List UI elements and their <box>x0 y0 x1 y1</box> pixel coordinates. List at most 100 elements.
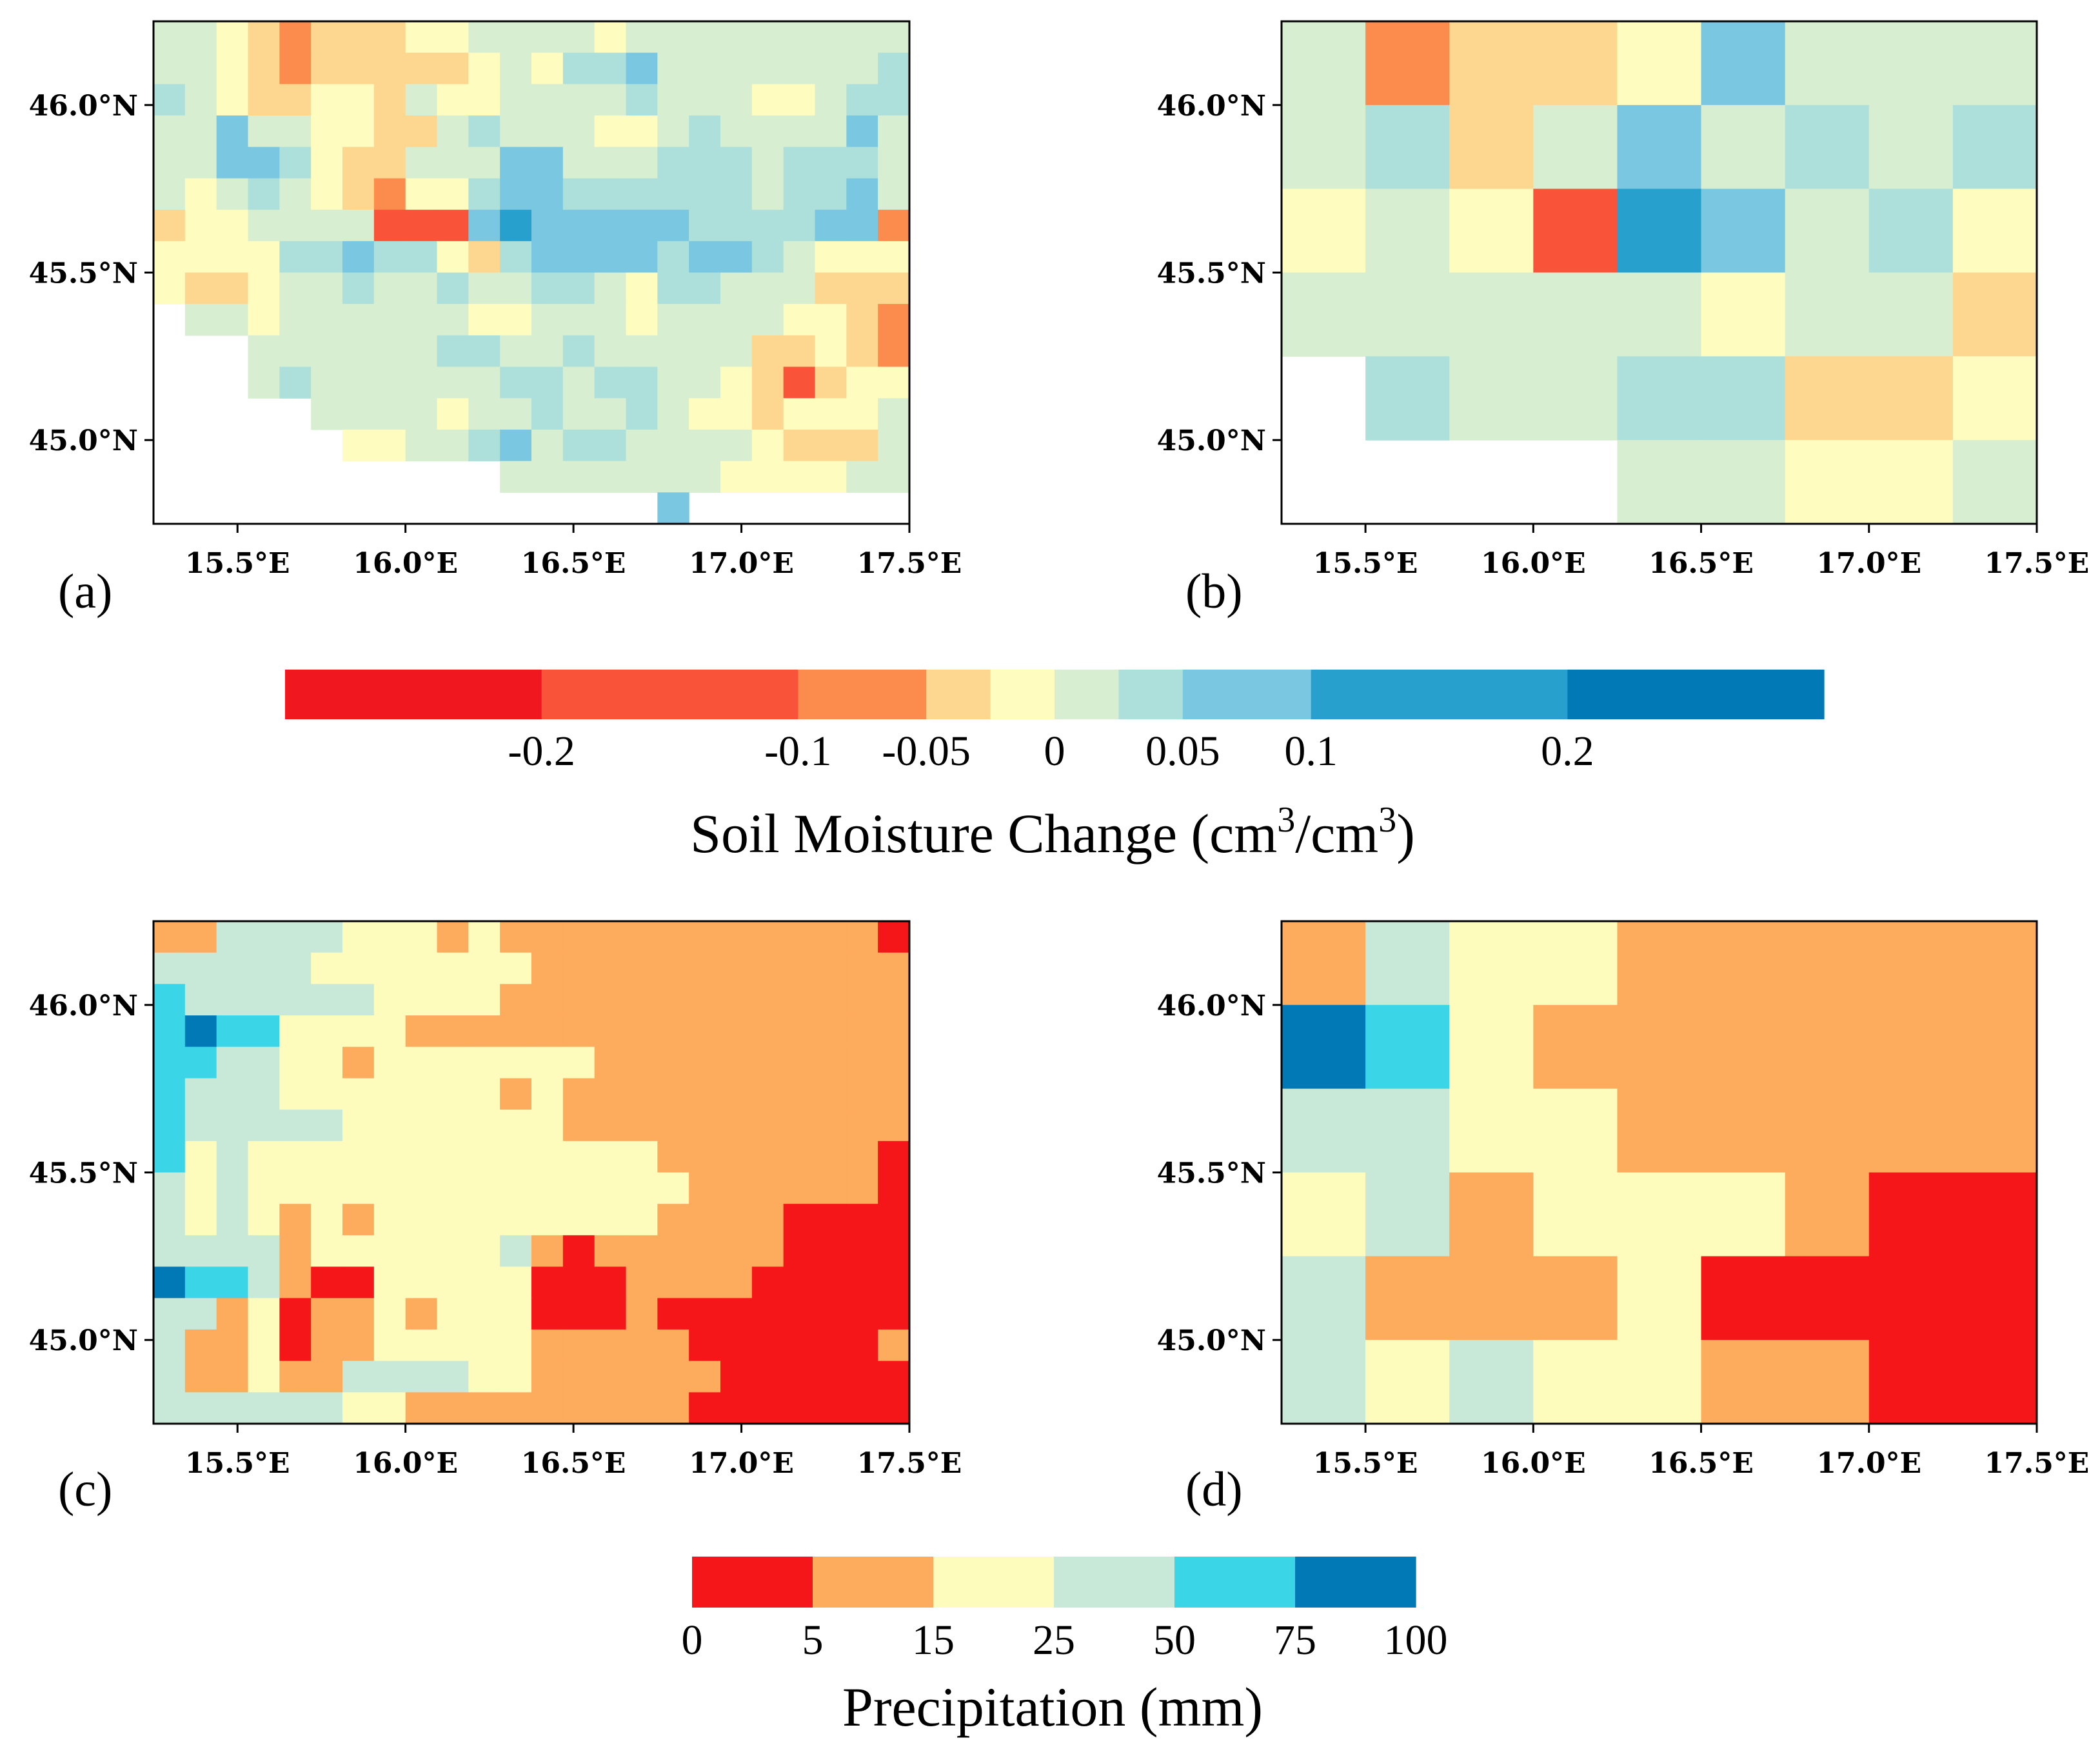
grid-cell <box>783 1046 816 1079</box>
grid-cell <box>562 84 595 116</box>
grid-cell <box>373 1110 406 1142</box>
grid-cell <box>342 1110 375 1142</box>
grid-cell <box>878 241 910 274</box>
grid-cell <box>846 1235 878 1268</box>
grid-cell <box>657 461 689 493</box>
x-tick-label: 15.5°E <box>1313 1447 1418 1480</box>
grid-cell <box>657 84 689 116</box>
grid-cell <box>405 1298 438 1330</box>
grid-cell <box>216 241 249 274</box>
grid-cell <box>720 1392 753 1424</box>
grid-cell <box>815 84 847 116</box>
grid-cell <box>1952 21 2037 106</box>
grid-cell <box>751 335 784 368</box>
colorbar-segment <box>1567 670 1825 719</box>
grid-cell <box>468 398 500 430</box>
grid-cell <box>216 1266 249 1299</box>
grid-cell <box>500 429 532 462</box>
grid-cell <box>751 1172 784 1204</box>
grid-cell <box>751 952 784 984</box>
grid-cell <box>815 335 847 368</box>
grid-cell <box>216 921 249 953</box>
grid-cell <box>405 1172 438 1204</box>
grid-cell <box>1785 440 1870 524</box>
grid-cell <box>342 21 375 54</box>
grid-cell <box>500 1015 532 1048</box>
grid-cell <box>531 398 564 430</box>
grid-cell <box>311 1235 343 1268</box>
grid-cell <box>279 1298 312 1330</box>
soil-moisture-colorbar: -0.2 -0.1 -0.05 0 0.05 0.1 0.2 <box>285 670 1825 775</box>
grid-cell <box>846 1298 878 1330</box>
grid-cell <box>657 492 689 524</box>
grid-cell <box>500 1078 532 1110</box>
grid-cell <box>1365 1088 1450 1173</box>
x-tick-label: 16.5°E <box>1649 547 1754 580</box>
grid-cell <box>846 921 878 953</box>
grid-cell <box>1533 356 1618 441</box>
grid-cell <box>751 178 784 210</box>
grid-cell <box>689 429 721 462</box>
grid-cell <box>720 84 753 116</box>
grid-cell <box>657 366 689 399</box>
grid-cell <box>154 1298 186 1330</box>
x-tick-label: 15.5°E <box>185 547 290 580</box>
grid-cell <box>1282 921 1366 1006</box>
grid-cell <box>562 241 595 274</box>
grid-cell <box>437 952 469 984</box>
grid-cell <box>373 984 406 1016</box>
grid-cell <box>846 1015 878 1048</box>
colorbar-segment <box>1311 670 1568 719</box>
grid-cell <box>342 210 375 242</box>
grid-cell <box>1952 1088 2037 1173</box>
y-tick-label: 45.0°N <box>1157 1324 1266 1357</box>
grid-cell <box>468 1360 500 1393</box>
grid-cell <box>1701 921 1786 1006</box>
grid-cell <box>154 1329 186 1362</box>
grid-cell <box>783 429 816 462</box>
grid-cell <box>279 1266 312 1299</box>
grid-cell <box>783 1015 816 1048</box>
grid-cell <box>751 1078 784 1110</box>
grid-cell <box>405 1110 438 1142</box>
grid-cell <box>562 1015 595 1048</box>
grid-cell <box>468 335 500 368</box>
grid-cell <box>468 115 500 148</box>
grid-cell <box>311 984 343 1016</box>
grid-cell <box>373 1298 406 1330</box>
grid-cell <box>562 304 595 336</box>
grid-cell <box>878 178 910 210</box>
grid-cell <box>657 1015 689 1048</box>
grid-cell <box>689 1266 721 1299</box>
grid-cell <box>373 429 406 462</box>
grid-cell <box>405 398 438 430</box>
grid-cell <box>1701 440 1786 524</box>
grid-cell <box>751 1204 784 1236</box>
grid-cell <box>626 1235 658 1268</box>
grid-cell <box>846 304 878 336</box>
grid-cell <box>531 952 564 984</box>
grid-cell <box>783 178 816 210</box>
grid-cell <box>751 146 784 179</box>
panel-label-c: (c) <box>58 1462 112 1517</box>
grid-cell <box>815 429 847 462</box>
grid-cell <box>248 1266 280 1299</box>
grid-cell <box>815 146 847 179</box>
grid-cell <box>437 115 469 148</box>
grid-cell <box>437 984 469 1016</box>
grid-cell <box>846 272 878 304</box>
x-tick-label: 17.5°E <box>1985 1447 2090 1480</box>
grid-cell <box>689 1204 721 1236</box>
grid-cell <box>500 952 532 984</box>
grid-cell <box>720 21 753 54</box>
grid-cell <box>405 304 438 336</box>
grid-cell <box>531 178 564 210</box>
grid-cell <box>373 398 406 430</box>
grid-cell <box>279 272 312 304</box>
grid-cell <box>154 1360 186 1393</box>
grid-cell <box>846 1046 878 1079</box>
grid-cell <box>751 1110 784 1142</box>
grid-cell <box>815 461 847 493</box>
grid-cell <box>154 952 186 984</box>
